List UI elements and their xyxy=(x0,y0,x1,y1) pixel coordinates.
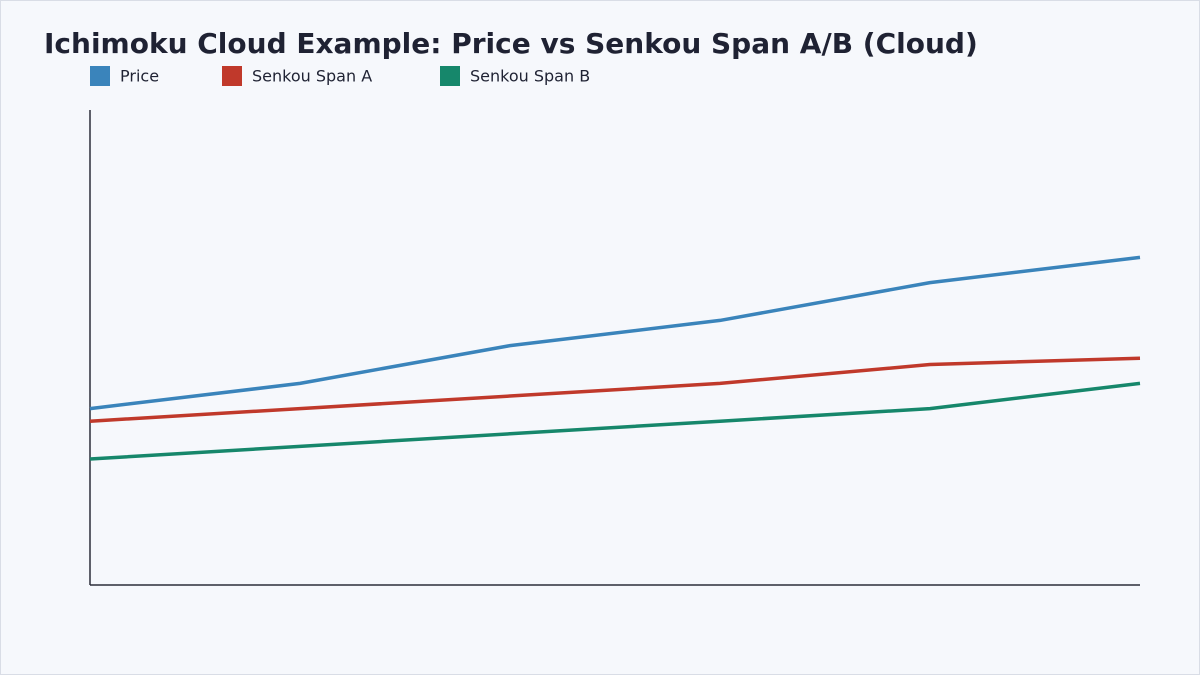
legend-label: Price xyxy=(120,67,159,86)
legend-swatch xyxy=(222,66,242,86)
legend-swatch xyxy=(440,66,460,86)
chart-title: Ichimoku Cloud Example: Price vs Senkou … xyxy=(44,27,978,60)
series-line xyxy=(89,381,1141,461)
legend-swatch xyxy=(90,66,110,86)
legend-label: Senkou Span B xyxy=(470,67,590,86)
legend-label: Senkou Span A xyxy=(252,67,372,86)
series-line xyxy=(89,255,1141,411)
series-line xyxy=(89,356,1141,423)
